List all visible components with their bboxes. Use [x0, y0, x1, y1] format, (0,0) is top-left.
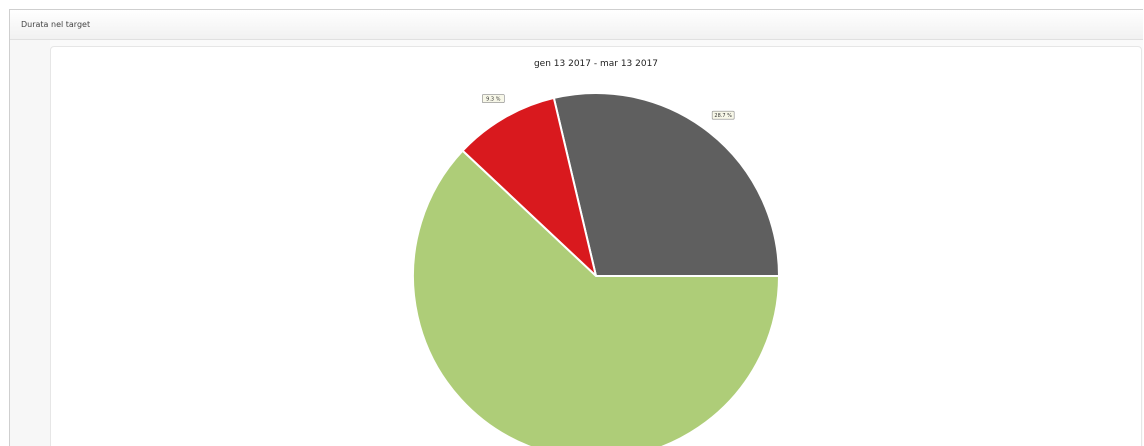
- pie-data-labels: 28.7 % 9.3 %: [482, 94, 735, 120]
- data-label-text: 9.3 %: [486, 97, 501, 103]
- pie-data-label: 28.7 %: [711, 110, 735, 120]
- data-label-box: [711, 110, 735, 120]
- pie-slice[interactable]: [552, 92, 781, 277]
- pie-slice[interactable]: [461, 96, 598, 280]
- panel-header: Durata nel target: [10, 10, 1143, 40]
- data-label-text: 28.7 %: [714, 113, 732, 119]
- pie-slice[interactable]: [412, 149, 781, 446]
- left-gutter: [10, 40, 50, 446]
- pie-slices: [412, 92, 781, 446]
- pie-data-label: 9.3 %: [482, 94, 505, 103]
- panel-title: Durata nel target: [21, 20, 91, 29]
- chart-title: gen 13 2017 - mar 13 2017: [534, 59, 658, 69]
- data-label-box: [482, 94, 505, 103]
